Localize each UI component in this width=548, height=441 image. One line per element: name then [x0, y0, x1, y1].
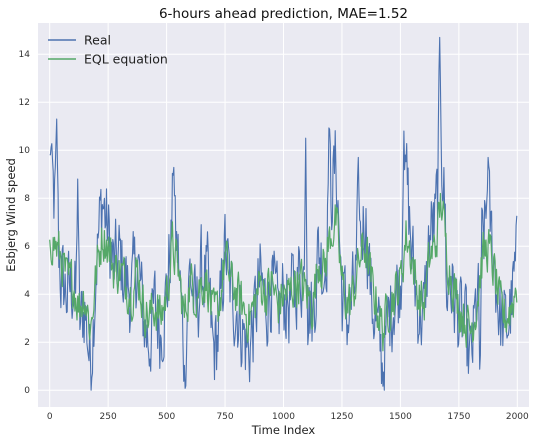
- x-tick-labels: 0 250 500 750 1000 1250 1500 1750 2000: [47, 412, 529, 422]
- y-tick-label: 12: [19, 98, 30, 108]
- legend-label-eql: EQL equation: [84, 52, 168, 67]
- x-tick-label: 2000: [506, 412, 529, 422]
- y-tick-label: 14: [19, 50, 31, 60]
- x-axis-label: Time Index: [251, 423, 316, 437]
- y-tick-label: 2: [24, 338, 30, 348]
- x-tick-label: 1000: [272, 412, 295, 422]
- x-tick-label: 250: [100, 412, 117, 422]
- chart-title: 6-hours ahead prediction, MAE=1.52: [159, 6, 408, 22]
- series-line-real: [49, 36, 518, 391]
- y-tick-label: 0: [24, 386, 30, 396]
- y-tick-label: 6: [24, 242, 30, 252]
- x-tick-label: 750: [216, 412, 233, 422]
- x-tick-label: 1500: [389, 412, 412, 422]
- series-line-eql: [49, 192, 518, 352]
- y-tick-label: 8: [24, 194, 30, 204]
- x-tick-label: 1750: [447, 412, 470, 422]
- y-tick-label: 10: [19, 146, 31, 156]
- y-tick-label: 4: [24, 290, 30, 300]
- x-tick-label: 500: [158, 412, 175, 422]
- grid: [38, 23, 529, 407]
- y-axis-label: Esbjerg Wind speed: [4, 158, 18, 272]
- legend: Real EQL equation: [48, 33, 168, 67]
- legend-label-real: Real: [84, 33, 111, 48]
- series-lines: [49, 36, 518, 391]
- y-tick-labels: 0 2 4 6 8 10 12 14: [19, 50, 31, 396]
- x-tick-label: 1250: [330, 412, 353, 422]
- x-tick-label: 0: [47, 412, 53, 422]
